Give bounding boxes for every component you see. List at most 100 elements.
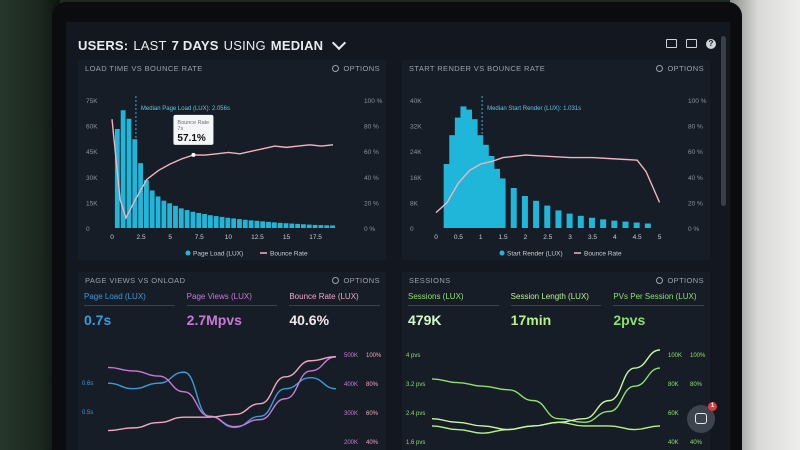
bar <box>324 225 330 228</box>
metric-value: 2pvs <box>613 312 646 328</box>
y-tick-label: 75K <box>86 98 98 105</box>
metric-page-load[interactable]: Page Load (LUX) 0.7s <box>78 292 181 328</box>
y3-tick-label: 40% <box>690 440 703 446</box>
bar <box>155 196 161 228</box>
metric-label: Bounce Rate (LUX) <box>289 292 381 306</box>
y-tick-label: 32K <box>410 124 422 131</box>
y3-tick-label: 60% <box>366 411 379 417</box>
x-tick-label: 2.5 <box>543 234 552 241</box>
bar <box>477 135 484 228</box>
metric-value: 479K <box>408 312 442 328</box>
bounce-rate-line <box>111 119 334 220</box>
title-aggregate: MEDIAN <box>270 37 324 53</box>
x-tick-label: 4 <box>613 234 617 241</box>
chat-button[interactable]: 1 <box>687 402 717 433</box>
y-tick-label: 40K <box>410 98 422 105</box>
tooltip-sub: 7s <box>177 126 183 132</box>
bounce-rate-line <box>435 154 661 214</box>
y2-tick-label: 100K <box>668 353 682 359</box>
options-button[interactable]: OPTIONS <box>656 276 704 285</box>
y3-tick-label: 80% <box>366 382 379 388</box>
bar <box>219 216 225 228</box>
median-label: Median Start Render (LUX): 1.031s <box>487 106 581 112</box>
x-tick-label: 2.5 <box>137 234 146 241</box>
bar <box>622 221 629 228</box>
y2-tick-label: 60 % <box>364 149 379 156</box>
bar <box>242 219 248 228</box>
metric-label: PVs Per Session (LUX) <box>613 292 705 306</box>
notification-badge: 1 <box>708 402 717 411</box>
bar <box>510 188 517 228</box>
bar <box>202 214 207 228</box>
sessions-chart: 4 pvs 3.2 pvs 2.4 pvs 1.6 pvs 100K 80K 60K 40K 1… <box>406 349 706 446</box>
panel-title: PAGE VIEWS VS ONLOAD <box>85 276 186 285</box>
options-button[interactable]: OPTIONS <box>656 64 704 73</box>
x-tick-label: 5 <box>658 234 662 241</box>
title-users: USERS: <box>78 37 129 53</box>
y-tick-label: 1.6 pvs <box>406 440 425 446</box>
y2-tick-label: 20 % <box>688 200 703 207</box>
median-label: Median Page Load (LUX): 2.056s <box>141 106 230 112</box>
metric-session-length[interactable]: Session Length (LUX) 17min <box>505 292 608 328</box>
x-tick-label: 7.5 <box>195 234 204 241</box>
metric-label: Session Length (LUX) <box>510 292 602 306</box>
bar <box>271 222 277 228</box>
background-left <box>0 0 60 450</box>
desktop-icon[interactable] <box>666 39 677 48</box>
metric-label: Page Views (LUX) <box>186 292 278 306</box>
y2-tick-label: 100 % <box>688 98 707 105</box>
dashboard-title[interactable]: USERS: LAST 7 DAYS USING MEDIAN <box>78 35 347 54</box>
scrollbar[interactable] <box>721 36 726 206</box>
bar <box>132 139 138 228</box>
bar <box>600 219 607 228</box>
bar <box>577 215 584 228</box>
y3-tick-label: 40% <box>366 440 379 446</box>
bar <box>471 119 478 228</box>
y-tick-label: 16K <box>410 175 422 182</box>
metric-pvs-per-session[interactable]: PVs Per Session (LUX) 2pvs <box>607 292 710 328</box>
bar <box>184 210 190 228</box>
bar <box>196 212 202 228</box>
panel-title: START RENDER VS BOUNCE RATE <box>409 64 546 73</box>
bar <box>254 220 260 228</box>
y-tick-label: 3.2 pvs <box>406 382 425 388</box>
options-button[interactable]: OPTIONS <box>332 276 380 285</box>
legend-label: Bounce Rate <box>270 251 308 258</box>
mobile-icon[interactable] <box>686 39 697 48</box>
series-line <box>107 356 337 432</box>
x-tick-label: 3 <box>568 234 572 241</box>
y-tick-label: 24K <box>410 149 422 156</box>
x-tick-label: 1 <box>479 234 483 241</box>
x-tick-label: 10 <box>225 234 233 241</box>
y2-tick-label: 40 % <box>688 175 703 182</box>
bar <box>555 210 562 228</box>
bar <box>449 135 456 228</box>
help-icon[interactable]: ? <box>706 39 716 49</box>
metric-page-views[interactable]: Page Views (LUX) 2.7Mpvs <box>181 292 284 328</box>
y2-tick-label: 40K <box>668 440 679 446</box>
legend-swatch <box>499 250 505 256</box>
y-tick-label: 0 <box>410 226 414 233</box>
y2-tick-label: 80 % <box>364 124 379 131</box>
options-label: OPTIONS <box>667 276 704 285</box>
y-tick-label: 60K <box>86 124 98 131</box>
chevron-down-icon[interactable] <box>332 35 347 51</box>
metric-bounce-rate[interactable]: Bounce Rate (LUX) 40.6% <box>283 292 386 328</box>
tooltip-box <box>173 114 214 145</box>
bar <box>644 223 651 228</box>
tooltip-title: Bounce Rate <box>177 120 209 126</box>
header-icons: ? <box>666 39 716 49</box>
y2-tick-label: 20 % <box>364 200 379 207</box>
metric-sessions[interactable]: Sessions (LUX) 479K <box>402 292 505 328</box>
y-tick-label: 8K <box>410 200 419 207</box>
sessions-panel: SESSIONS OPTIONS Sessions (LUX) 479K Ses… <box>402 272 710 450</box>
options-button[interactable]: OPTIONS <box>332 64 380 73</box>
y3-tick-label: 100% <box>690 353 706 359</box>
start-render-chart: 0 8K 16K 24K 32K 40K 0 % 20 % 40 % 60 % 80 % 100 % 0… <box>410 96 707 258</box>
bar <box>499 178 506 228</box>
dashboard-screen: USERS: LAST 7 DAYS USING MEDIAN ? LOAD T… <box>66 22 730 450</box>
metric-label: Sessions (LUX) <box>408 292 499 306</box>
x-tick-label: 12.5 <box>251 234 264 241</box>
y3-tick-label: 80% <box>690 382 703 388</box>
y-tick-label: 30K <box>86 175 98 182</box>
